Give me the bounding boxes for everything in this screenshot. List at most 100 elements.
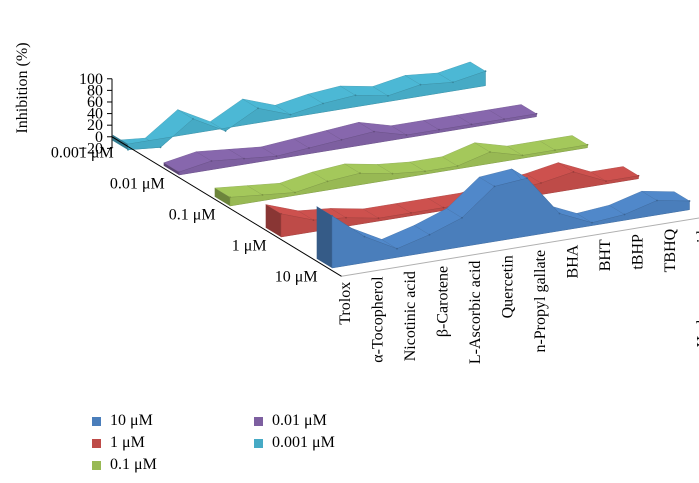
data-point-0-1-m-carotene: [326, 180, 329, 183]
x-tick-label-carotene: β-Carotene: [434, 266, 451, 337]
data-point-1-m-trolox: [280, 212, 282, 215]
x-tick-label-nicotinic-acid: Nicotinic acid: [402, 271, 419, 361]
data-point-10-m-tocopherol: [363, 235, 366, 238]
depth-axis-line: [111, 136, 342, 277]
y-tick-label-60: 60: [87, 94, 103, 111]
series-0-001-m: [112, 61, 487, 151]
x-tick-label-n-propyl-gallate: n-Propyl gallate: [532, 250, 549, 353]
data-point-0-001-m-n-propyl-gallate: [322, 102, 324, 105]
legend-swatch: [92, 460, 101, 470]
legend-swatch: [92, 438, 101, 448]
data-point-10-m-trolox: [331, 214, 333, 217]
data-point-10-m-carotene: [428, 233, 431, 236]
data-point-0-01-m-tbhp: [470, 123, 473, 126]
data-point-0-001-m-tbhq: [452, 81, 454, 84]
x-tick-label-trolox: Trolox: [337, 282, 354, 325]
data-point-0-1-m-tbhq: [554, 149, 556, 152]
legend-label: 0.001 μM: [272, 434, 335, 451]
y-axis-label: Inhibition (%): [14, 42, 31, 133]
data-point-10-m-bha: [558, 212, 561, 215]
x-tick-label-bha: BHA: [564, 244, 581, 278]
data-point-0-1-m-tocopherol: [261, 194, 264, 196]
series-10-m: [316, 168, 691, 269]
data-point-0-1-m-hydrogen-peroxide: [586, 143, 589, 146]
legend-item-0.1uM: 0.1 μM: [92, 456, 157, 474]
x-tick-label-quercetin: Quercetin: [499, 255, 516, 318]
data-point-10-m-l-ascorbic-acid: [461, 216, 463, 219]
data-point-0-001-m-carotene: [224, 130, 227, 132]
data-point-0-01-m-bht: [438, 128, 440, 131]
depth-label-0-001-m: 0.001 μM: [51, 144, 114, 161]
legend-label: 1 μM: [110, 434, 145, 451]
data-point-0-1-m-trolox: [229, 196, 231, 199]
x-tick-label-tbhq: TBHQ: [662, 228, 679, 272]
y-tick-label-40: 40: [87, 106, 103, 123]
depth-label-0-1-m: 0.1 μM: [169, 206, 216, 223]
x-tick-label-bht: BHT: [597, 239, 614, 271]
legend-label: 0.1 μM: [110, 456, 157, 473]
data-point-0-001-m-quercetin: [289, 113, 292, 116]
area-end-cap: [214, 188, 230, 206]
depth-label-10-m: 10 μM: [275, 268, 318, 285]
data-point-0-001-m-bht: [387, 94, 389, 97]
x-tick-label-hydrogen-peroxide: Hydrogen peroxide: [694, 223, 699, 347]
data-point-1-m-quercetin: [442, 206, 445, 209]
x-tick-label-tocopherol: α-Tocopherol: [369, 276, 386, 363]
legend-item-1uM: 1 μM: [92, 434, 145, 452]
data-point-0-001-m-trolox: [127, 148, 129, 151]
x-tick-label-tbhp: tBHP: [629, 234, 646, 270]
data-point-0-1-m-n-propyl-gallate: [424, 170, 426, 173]
legend: 10 μM 1 μM 0.1 μM 0.01 μM 0.001 μM: [92, 412, 412, 480]
area-end-cap: [265, 204, 281, 237]
data-point-10-m-nicotinic-acid: [396, 247, 398, 250]
y-tick-label-0: 0: [95, 129, 103, 146]
data-point-1-m-tocopherol: [312, 219, 315, 222]
depth-label-0-01-m: 0.01 μM: [110, 175, 165, 192]
data-point-1-m-tbhp: [572, 171, 575, 173]
depth-label-1-m: 1 μM: [232, 237, 267, 254]
data-point-10-m-hydrogen-peroxide: [688, 200, 691, 202]
data-point-0-001-m-l-ascorbic-acid: [257, 107, 259, 110]
legend-swatch: [254, 416, 263, 426]
data-point-0-001-m-nicotinic-acid: [192, 118, 194, 120]
data-point-0-1-m-bha: [456, 165, 459, 167]
x-axis-labels: Trolox α-Tocopherol Nicotinic acid β-Carote…: [337, 223, 699, 364]
data-point-0-01-m-quercetin: [340, 138, 343, 141]
legend-label: 0.01 μM: [272, 412, 327, 429]
legend-item-0.01uM: 0.01 μM: [254, 412, 327, 430]
data-point-0-001-m-bha: [354, 94, 357, 97]
legend-label: 10 μM: [110, 412, 153, 429]
data-point-0-01-m-bha: [405, 134, 408, 136]
legend-item-0.001uM: 0.001 μM: [254, 434, 335, 452]
data-point-1-m-carotene: [377, 217, 380, 220]
data-point-1-m-tbhq: [605, 180, 607, 183]
series-0-01-m: [163, 104, 538, 176]
data-point-0-001-m-hydrogen-peroxide: [484, 70, 487, 73]
data-point-0-1-m-nicotinic-acid: [294, 191, 296, 194]
area-end-cap: [163, 162, 179, 175]
data-point-1-m-nicotinic-acid: [345, 216, 347, 219]
data-point-1-m-l-ascorbic-acid: [410, 212, 412, 214]
data-point-10-m-quercetin: [493, 185, 496, 188]
series-0-1-m: [214, 135, 589, 207]
data-point-10-m-bht: [591, 221, 593, 224]
data-point-0-1-m-bht: [489, 151, 491, 153]
data-point-0-001-m-tocopherol: [159, 146, 162, 149]
data-point-0-01-m-trolox: [178, 171, 180, 174]
data-point-0-1-m-quercetin: [391, 172, 394, 175]
area-end-cap: [316, 206, 332, 268]
data-point-10-m-n-propyl-gallate: [526, 177, 528, 180]
legend-item-10uM: 10 μM: [92, 412, 153, 430]
data-point-0-01-m-tbhq: [503, 118, 505, 120]
data-point-0-1-m-tbhp: [521, 154, 524, 157]
legend-swatch: [254, 438, 263, 448]
data-point-0-001-m-tbhp: [419, 83, 422, 86]
data-point-0-01-m-carotene: [275, 155, 278, 158]
data-point-0-01-m-n-propyl-gallate: [373, 130, 375, 133]
data-point-1-m-hydrogen-peroxide: [637, 174, 640, 177]
data-point-0-1-m-l-ascorbic-acid: [359, 172, 361, 175]
legend-swatch: [92, 416, 101, 426]
data-point-0-01-m-l-ascorbic-acid: [308, 147, 310, 149]
